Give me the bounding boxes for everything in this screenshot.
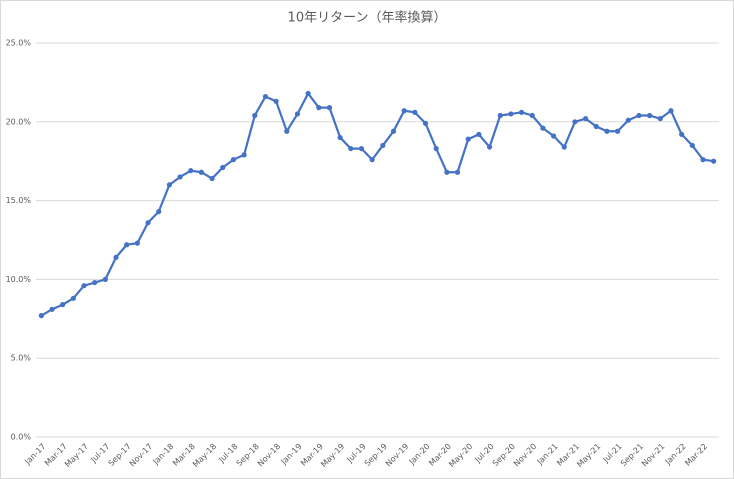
point: [220, 164, 226, 171]
point: [583, 116, 589, 122]
point: [657, 116, 663, 122]
point: [241, 152, 247, 158]
point: [380, 142, 386, 149]
y-tick-label: 0.0%: [11, 433, 32, 442]
point: [518, 109, 525, 115]
point: [625, 117, 631, 123]
point: [679, 131, 685, 138]
point: [433, 145, 439, 152]
point: [647, 112, 653, 119]
point: [284, 128, 290, 134]
point: [529, 112, 535, 119]
point: [134, 240, 140, 246]
point: [188, 168, 194, 174]
point: [422, 120, 429, 126]
point: [604, 128, 610, 134]
point: [102, 276, 108, 282]
point: [668, 108, 674, 114]
point: [92, 279, 98, 286]
point: [38, 313, 44, 319]
y-tick-label: 20.0%: [6, 117, 32, 126]
point: [124, 242, 130, 248]
point: [700, 157, 706, 163]
y-tick-label: 10.0%: [6, 275, 32, 284]
point: [550, 133, 557, 139]
line: [40, 92, 714, 317]
chart-title: 10年リターン（年率換算）: [288, 10, 447, 26]
y-tick-label: 15.0%: [6, 196, 32, 205]
point: [369, 157, 375, 163]
point: [689, 142, 695, 149]
point: [60, 302, 66, 308]
point: [337, 134, 343, 141]
point: [49, 306, 55, 312]
point: [711, 158, 717, 164]
point: [401, 108, 407, 114]
point: [305, 90, 311, 97]
point: [454, 169, 461, 175]
point: [561, 144, 567, 150]
point: [70, 295, 76, 301]
point: [476, 131, 482, 138]
point: [145, 220, 151, 226]
point: [615, 128, 621, 134]
point: [358, 145, 365, 152]
point: [486, 144, 493, 150]
point: [390, 128, 397, 134]
point: [156, 209, 162, 215]
point: [316, 105, 322, 111]
y-tick-label: 5.0%: [11, 354, 32, 363]
point: [540, 125, 546, 131]
point: [113, 254, 119, 260]
point: [252, 112, 258, 119]
point: [508, 111, 514, 117]
point: [412, 109, 418, 115]
point: [593, 123, 599, 130]
point: [497, 112, 503, 119]
point: [636, 112, 642, 119]
point: [326, 105, 333, 111]
point: [209, 175, 215, 182]
point: [230, 157, 237, 163]
point: [348, 145, 354, 152]
point: [572, 119, 578, 125]
point: [273, 98, 279, 104]
point: [262, 93, 269, 100]
point: [177, 174, 183, 180]
point: [166, 182, 172, 188]
point: [444, 169, 450, 175]
point: [294, 111, 301, 117]
point: [81, 283, 87, 289]
point: [198, 169, 205, 175]
point: [465, 136, 471, 142]
y-tick-label: 25.0%: [6, 39, 32, 48]
